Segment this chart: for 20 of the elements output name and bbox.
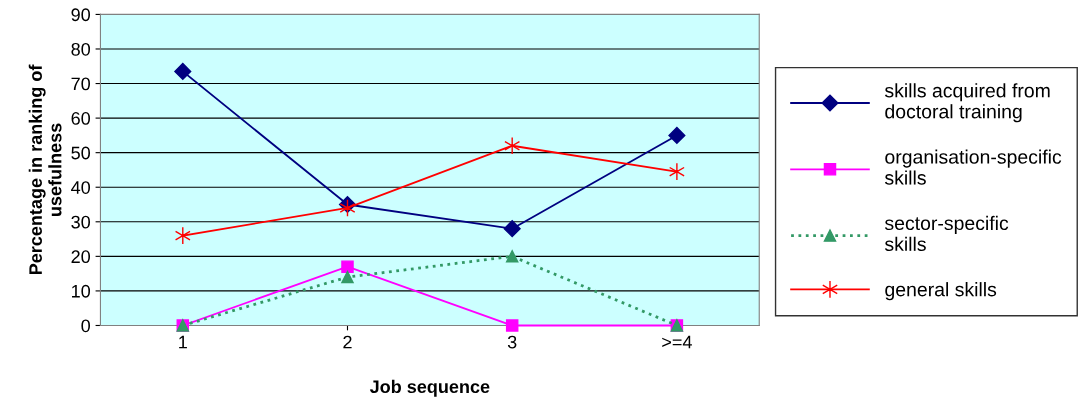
legend-label: general skills [885, 282, 997, 301]
y-tick-label: 60 [71, 112, 91, 125]
x-tick-label: 1 [179, 335, 187, 349]
x-tick-label: 2 [343, 335, 352, 349]
y-tick-label: 10 [72, 284, 91, 298]
x-tick-label: >=4 [662, 335, 692, 349]
y-axis-title: Percentage in ranking of usefulness [28, 64, 62, 275]
y-tick-label: 70 [71, 77, 91, 91]
x-axis-title: Job sequence [369, 379, 490, 397]
y-tick-label: 40 [71, 181, 91, 194]
x-tick-label: 3 [507, 335, 517, 349]
y-tick-label: 20 [71, 250, 91, 264]
y-tick-label: 0 [81, 319, 91, 333]
y-tick-label: 90 [71, 8, 91, 22]
y-tick-label: 80 [71, 42, 91, 56]
y-tick-label: 50 [71, 146, 91, 160]
y-tick-label: 30 [71, 215, 91, 229]
legend-label: organisation-specific skills [884, 149, 1062, 185]
legend-label: skills acquired from doctoral training [884, 83, 1050, 123]
legend-label: sector-specific skills [884, 215, 1009, 252]
